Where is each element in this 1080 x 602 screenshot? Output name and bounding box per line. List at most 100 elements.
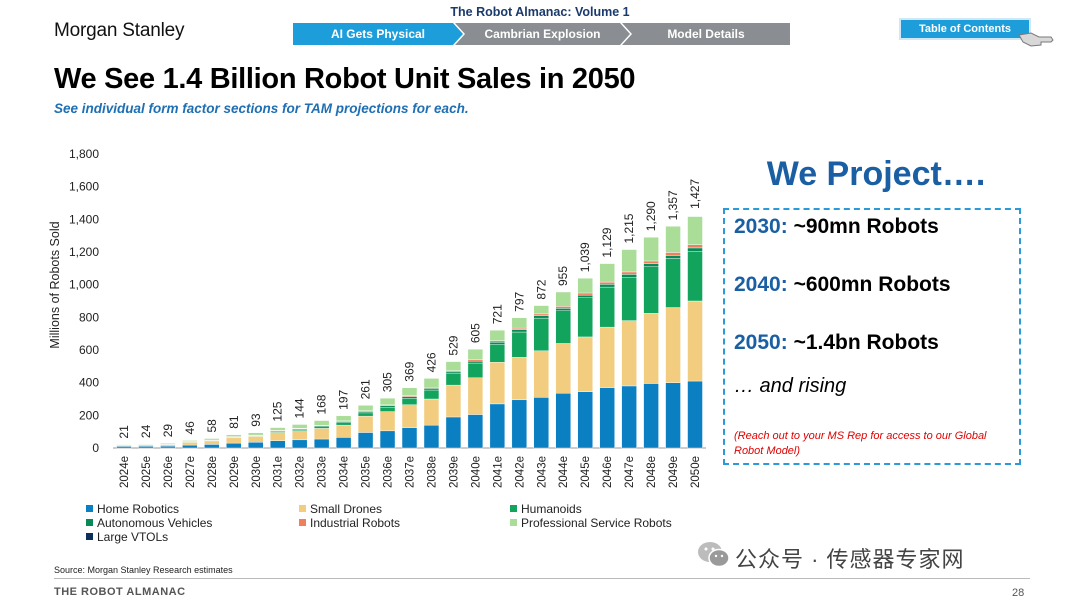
bar-segment — [511, 317, 527, 329]
legend-swatch — [299, 505, 306, 512]
x-tick-label: 2033e — [317, 456, 329, 488]
bar-segment — [401, 427, 418, 449]
bar-segment — [379, 397, 396, 406]
legend-swatch — [299, 519, 306, 526]
x-tick-label: 2050e — [690, 456, 702, 488]
bar-segment — [643, 263, 659, 267]
bar-segment — [489, 340, 506, 343]
x-tick-label: 2049e — [668, 456, 680, 488]
nav-step-cambrian-explosion[interactable]: Cambrian Explosion — [455, 23, 630, 45]
bar-segment — [357, 405, 374, 411]
bar-segment — [489, 330, 506, 341]
bar-segment — [555, 393, 571, 449]
total-data-label: 58 — [205, 419, 219, 433]
bar-segment — [270, 440, 286, 449]
bar-segment — [599, 326, 615, 388]
bar-segment — [226, 434, 242, 437]
bar-segment — [204, 444, 220, 449]
bar-segment — [313, 438, 330, 449]
bar-segment — [621, 277, 637, 321]
x-tick-label: 2034e — [339, 456, 351, 488]
total-data-label: 426 — [424, 352, 438, 372]
source-note: Source: Morgan Stanley Research estimate… — [54, 565, 233, 575]
projection-2040: 2040: ~600mn Robots — [734, 273, 951, 296]
total-data-label: 721 — [490, 304, 504, 324]
bar-segment — [577, 278, 593, 294]
bar-segment — [555, 308, 571, 312]
x-tick-label: 2047e — [624, 456, 636, 488]
bar-segment — [357, 412, 374, 417]
page-number: 28 — [1012, 587, 1025, 599]
x-tick-label: 2031e — [273, 456, 285, 488]
bar-segment — [138, 443, 154, 445]
total-data-label: 1,290 — [644, 201, 658, 231]
total-data-label: 1,357 — [666, 190, 680, 220]
bar-segment — [401, 387, 418, 396]
bar-segment — [599, 284, 615, 288]
bar-segment — [445, 371, 462, 374]
bar-segment — [292, 424, 308, 429]
robot-sales-chart: 0 200 400 600 800 1,000 1,200 1,400 1,600 1,800 2… — [48, 147, 706, 488]
bar-segment — [643, 260, 659, 264]
brand-logo: Morgan Stanley — [54, 20, 185, 41]
total-data-label: 1,129 — [600, 227, 614, 257]
bar-segment — [467, 362, 484, 378]
bar-segment — [687, 250, 703, 302]
bar-segment — [467, 348, 484, 360]
bar-segment — [643, 237, 659, 262]
bar-segment — [621, 385, 637, 449]
total-data-label: 24 — [139, 424, 153, 438]
bar-segment — [248, 436, 264, 443]
bar-segment — [621, 249, 637, 273]
bar-segment — [687, 300, 703, 382]
projection-2050: 2050: ~1.4bn Robots — [734, 331, 939, 354]
bar-segment — [379, 411, 396, 432]
x-tick-label: 2036e — [383, 456, 395, 488]
x-tick-label: 2027e — [185, 456, 197, 488]
bar-segment — [379, 430, 396, 449]
bar-segment — [204, 438, 220, 441]
table-of-contents-button[interactable]: Table of Contents — [899, 18, 1031, 40]
bar-segment — [599, 286, 615, 328]
bar-segment — [533, 350, 549, 398]
x-tick-label: 2043e — [536, 456, 548, 488]
nav-step-ai-gets-physical[interactable]: AI Gets Physical — [293, 23, 463, 45]
legend-item-autonomous-vehicles: Autonomous Vehicles — [86, 516, 212, 530]
x-tick-label: 2026e — [163, 456, 175, 488]
x-tick-label: 2032e — [295, 456, 307, 488]
legend-swatch — [86, 519, 93, 526]
bar-segment — [533, 315, 549, 319]
bar-segment — [160, 445, 176, 449]
x-tick-label: 2028e — [207, 456, 219, 488]
legend-swatch — [86, 505, 93, 512]
bar-segment — [226, 437, 242, 444]
x-tick-label: 2039e — [448, 456, 460, 488]
total-data-label: 21 — [117, 425, 131, 439]
projection-title: We Project…. — [766, 155, 986, 193]
bar-segment — [665, 226, 681, 253]
projection-box: 2030: ~90mn Robots 2040: ~600mn Robots 2… — [723, 208, 1021, 465]
bar-segment — [467, 377, 484, 415]
bar-segment — [665, 307, 681, 383]
bar-segment — [445, 416, 462, 449]
bar-segment — [643, 383, 659, 449]
total-data-label: 125 — [271, 401, 285, 421]
bar-segment — [226, 442, 242, 449]
bar-segment — [335, 422, 352, 426]
bar-segment — [489, 403, 506, 449]
total-data-label: 305 — [381, 372, 395, 392]
bar-segment — [533, 305, 549, 315]
bar-segment — [533, 397, 549, 449]
bar-segment — [687, 244, 703, 249]
x-tick-label: 2037e — [405, 456, 417, 488]
total-data-label: 1,039 — [578, 242, 592, 272]
bar-segment — [599, 263, 615, 283]
nav-step-model-details[interactable]: Model Details — [622, 23, 790, 45]
total-data-label: 797 — [512, 291, 526, 311]
y-tick-label: 0 — [92, 441, 99, 455]
total-data-label: 168 — [315, 394, 329, 414]
bar-segment — [160, 443, 176, 445]
footer-divider — [54, 578, 1030, 579]
y-tick-label: 200 — [79, 408, 99, 422]
bar-segment — [292, 430, 308, 441]
